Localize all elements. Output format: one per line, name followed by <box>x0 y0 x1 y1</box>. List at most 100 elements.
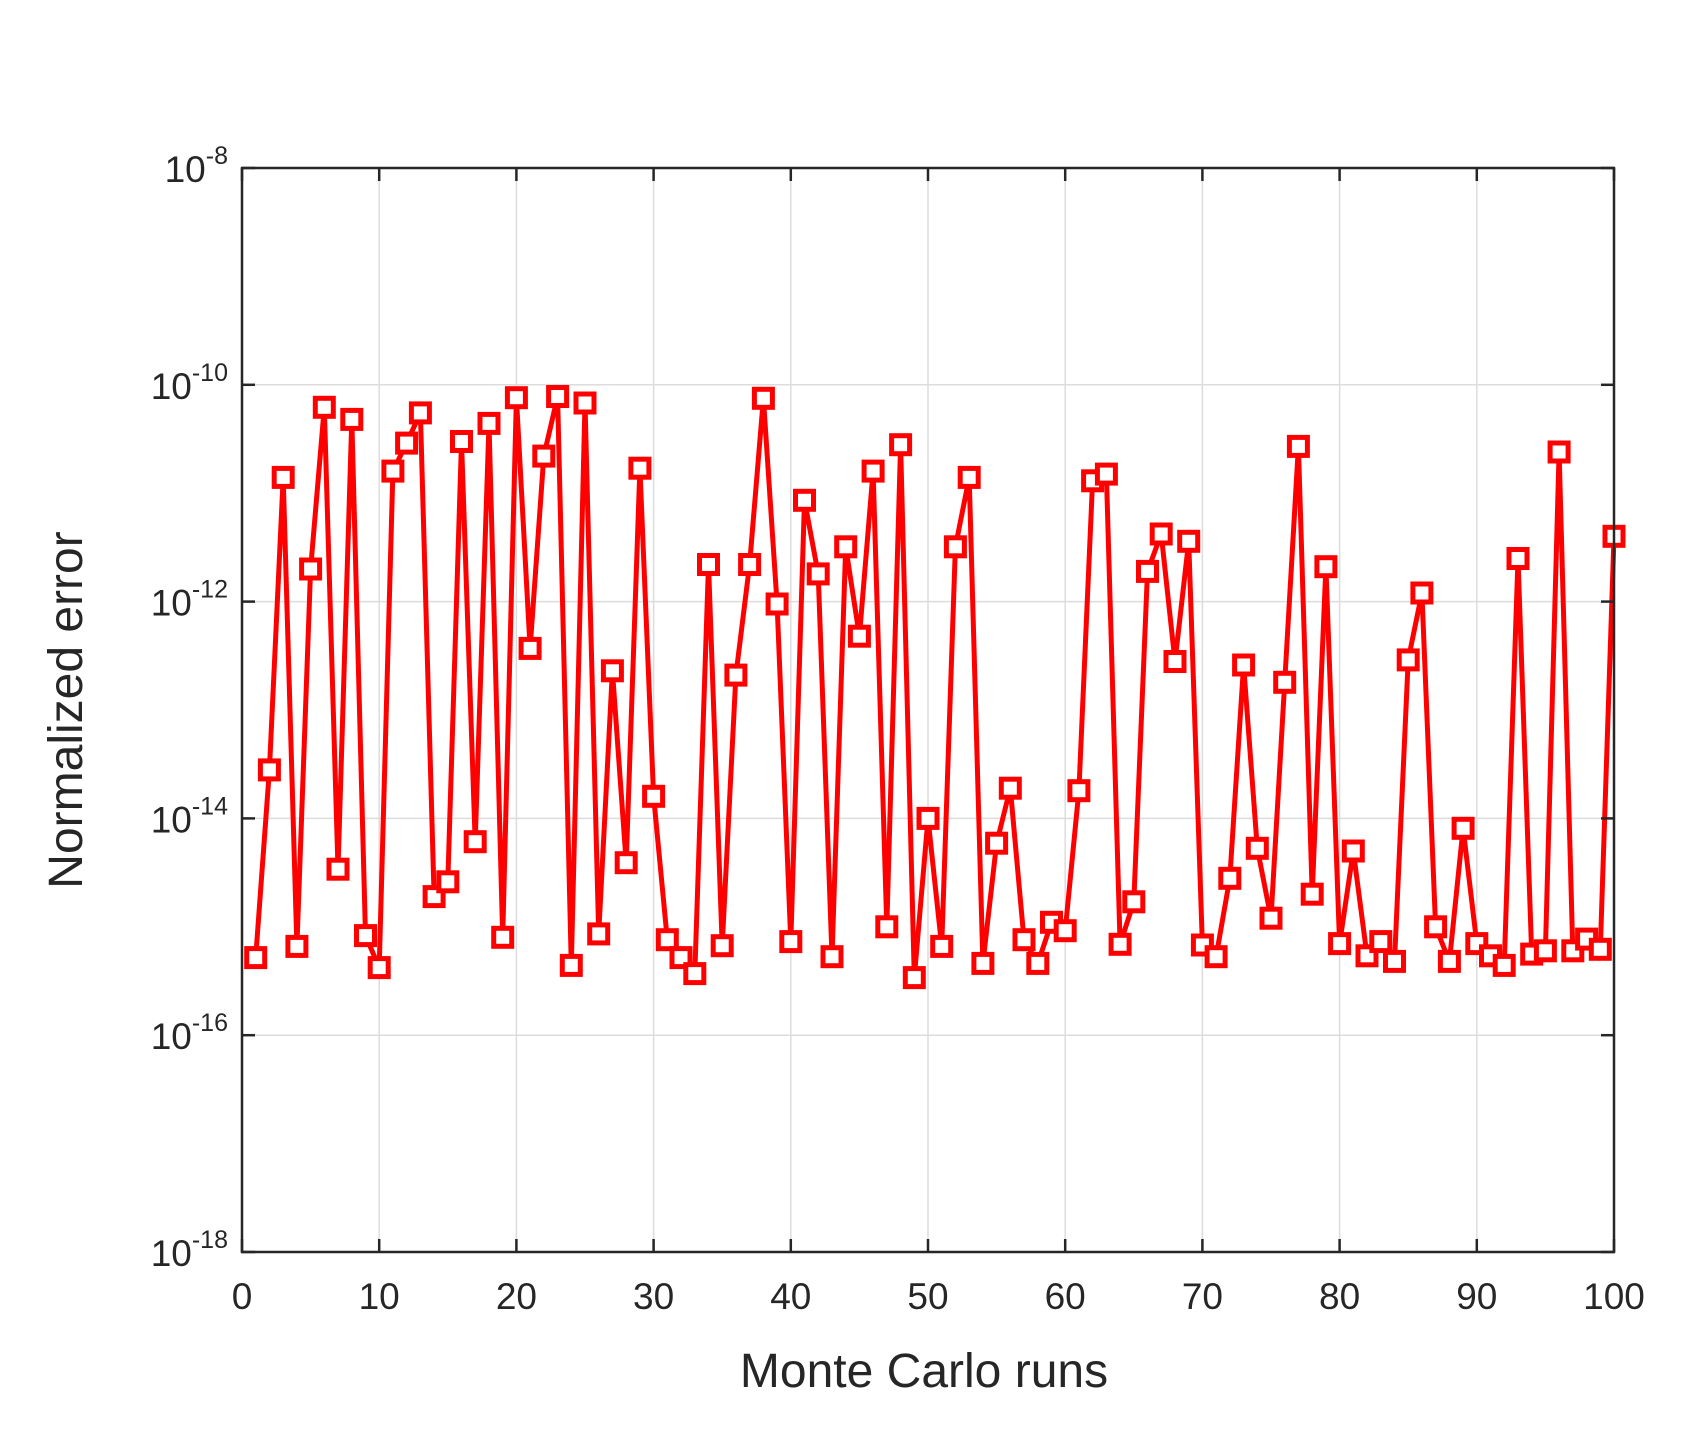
data-point-marker <box>436 870 460 894</box>
data-point-marker <box>957 465 981 489</box>
data-point-marker <box>1533 939 1557 963</box>
data-point-marker <box>697 553 720 576</box>
data-point-marker <box>450 430 473 453</box>
data-point-marker <box>271 465 295 489</box>
data-point-marker <box>587 922 611 946</box>
data-point-marker <box>998 776 1022 800</box>
data-point-marker <box>1026 951 1050 975</box>
x-tick-label: 80 <box>1319 1276 1360 1317</box>
ticks <box>240 166 1616 1254</box>
data-point-marker <box>1259 906 1283 930</box>
x-tick-label: 10 <box>359 1276 400 1317</box>
data-point-marker <box>299 557 323 581</box>
data-point-marker <box>532 444 556 468</box>
data-point-marker <box>408 401 432 425</box>
data-point-marker <box>738 553 762 576</box>
data-point-marker <box>1286 434 1310 458</box>
y-tick-label: 10-14 <box>151 792 228 840</box>
data-point-marker <box>1328 932 1352 956</box>
data-point-marker <box>1149 522 1173 546</box>
data-point-marker <box>1177 529 1201 553</box>
x-tick-label: 50 <box>907 1276 948 1317</box>
data-point-marker <box>1437 949 1461 973</box>
data-point-marker <box>943 535 967 559</box>
y-tick-label: 10-16 <box>151 1009 228 1057</box>
data-point-marker <box>491 925 515 949</box>
data-point-marker <box>1369 930 1393 954</box>
data-point-marker <box>1396 648 1420 672</box>
data-point-marker <box>340 407 364 431</box>
data-point-marker <box>820 945 844 969</box>
data-point-marker <box>573 391 597 415</box>
data-point-marker <box>1136 559 1159 583</box>
data-point-marker <box>1506 547 1530 570</box>
data-point-marker <box>1383 949 1406 973</box>
y-tick-label: 10-10 <box>151 359 228 407</box>
data-point-marker <box>985 831 1009 855</box>
x-tick-labels: 0 10 20 30 40 50 60 70 80 90 100 <box>232 1276 1645 1317</box>
x-tick-label: 30 <box>633 1276 674 1317</box>
data-point-marker <box>1547 440 1571 464</box>
data-point-marker <box>861 459 885 483</box>
data-point-marker <box>1067 779 1091 803</box>
data-point-marker <box>257 758 281 782</box>
data-point-marker <box>600 659 624 683</box>
data-point-marker <box>367 956 391 980</box>
data-point-marker <box>847 624 871 648</box>
data-point-marker <box>546 385 570 408</box>
data-point-marker <box>875 915 899 939</box>
x-tick-label: 90 <box>1456 1276 1497 1317</box>
x-tick-label: 40 <box>770 1276 811 1317</box>
data-point-marker <box>1108 932 1132 956</box>
data-point-marker <box>1163 650 1187 673</box>
data-point-marker <box>1245 836 1269 860</box>
y-tick-label: 10-12 <box>151 576 228 624</box>
data-point-marker <box>381 459 405 483</box>
data-point-marker <box>806 562 830 586</box>
data-point-marker <box>1588 937 1612 961</box>
y-tick-label: 10-18 <box>151 1226 228 1274</box>
x-tick-label: 60 <box>1045 1276 1086 1317</box>
data-point-marker <box>916 806 940 830</box>
data-point-marker <box>683 962 707 986</box>
data-point-marker <box>504 386 528 410</box>
data-point-marker <box>395 431 419 455</box>
data-point-marker <box>312 395 336 419</box>
y-tick-label: 10-8 <box>165 142 228 190</box>
data-point-marker <box>559 953 583 977</box>
data-point-marker <box>1218 866 1242 890</box>
data-point-marker <box>834 535 858 559</box>
data-point-marker <box>518 636 542 660</box>
data-point-marker <box>724 663 748 687</box>
data-point-marker <box>285 934 309 958</box>
data-point-marker <box>326 857 350 881</box>
data-point-marker <box>930 934 954 958</box>
data-point-marker <box>1410 581 1434 605</box>
data-point-marker <box>1122 890 1146 914</box>
data-point-marker <box>902 966 926 990</box>
data-point-marker <box>1232 653 1256 677</box>
series-group <box>244 385 1626 990</box>
data-point-marker <box>614 851 638 875</box>
data-point-marker <box>463 830 487 854</box>
y-tick-labels: 10-18 10-16 10-14 10-12 10-10 10-8 <box>151 142 228 1274</box>
data-point-marker <box>628 456 652 480</box>
data-point-marker <box>1300 882 1324 906</box>
data-point-marker <box>1451 816 1475 840</box>
data-point-marker <box>477 411 501 435</box>
data-point-marker <box>1424 915 1448 939</box>
x-tick-label: 20 <box>496 1276 537 1317</box>
x-tick-label: 70 <box>1182 1276 1223 1317</box>
data-point-marker <box>1053 919 1077 943</box>
x-tick-label: 0 <box>232 1276 253 1317</box>
data-point-marker <box>655 928 679 952</box>
data-point-marker <box>710 934 734 958</box>
data-point-marker <box>1204 945 1228 969</box>
x-tick-label: 100 <box>1583 1276 1645 1317</box>
data-point-marker <box>1314 555 1338 579</box>
data-point-marker <box>1012 928 1036 952</box>
data-point-marker <box>765 592 789 616</box>
data-point-marker <box>889 433 913 457</box>
data-point-marker <box>244 946 268 970</box>
